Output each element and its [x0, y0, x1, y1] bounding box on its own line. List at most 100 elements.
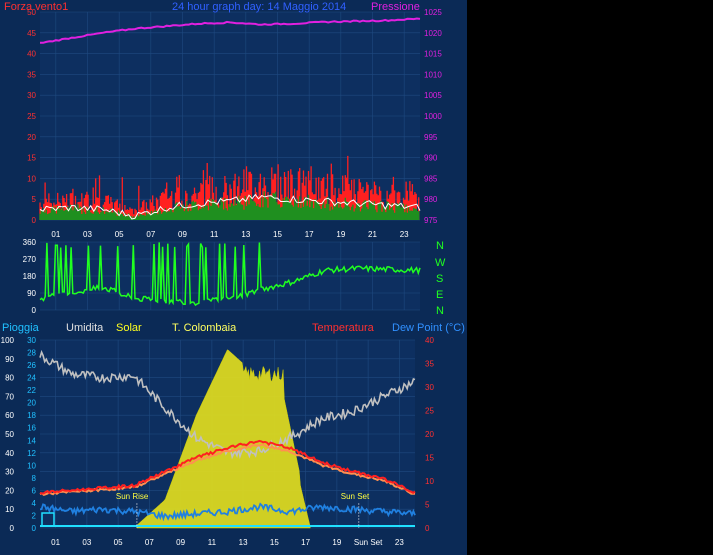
dewpoint-line [39, 502, 416, 522]
solar-shade [136, 349, 311, 528]
rain-tick: 6 [32, 486, 37, 495]
pioggia-tick: 90 [5, 355, 14, 364]
compass-n-bottom: N [436, 305, 444, 317]
temp-tick: 40 [425, 336, 434, 345]
pioggia-tick: 20 [5, 486, 14, 495]
label-temperatura: Temperatura [312, 322, 375, 334]
rain-tick: 0 [32, 524, 37, 533]
pioggia-tick: 70 [5, 392, 14, 401]
top-left-tick: 5 [32, 195, 37, 204]
top-x-tick: 05 [115, 230, 124, 239]
rain-tick: 30 [27, 336, 36, 345]
label-pioggia: Pioggia [2, 322, 40, 334]
direction-grid [40, 241, 420, 311]
top-right-tick: 1005 [424, 91, 442, 100]
temperature-line-2 [39, 443, 416, 497]
rain-tick: 2 [32, 511, 37, 520]
top-x-tick: 01 [51, 230, 60, 239]
top-x-tick: 03 [83, 230, 92, 239]
top-x-tick: 13 [241, 230, 250, 239]
chart-title: 24 hour graph day: 14 Maggio 2014 [172, 1, 346, 13]
compass-s: S [436, 273, 443, 285]
pioggia-tick: 0 [10, 524, 15, 533]
bottom-x-tick: 07 [145, 538, 154, 547]
direction-axes: 0 90 180 270 360 [23, 238, 37, 315]
bottom-axes: 0102030405060708090100024681012141618202… [1, 336, 435, 547]
pioggia-tick: 30 [5, 468, 14, 477]
bottom-x-tick: 23 [395, 538, 404, 547]
bottom-x-tick: 01 [51, 538, 60, 547]
top-x-tick: 11 [210, 230, 219, 239]
direction-tick: 0 [32, 306, 37, 315]
sunrise-label: Sun Rise [116, 492, 149, 501]
wind-speed-bars [39, 191, 420, 220]
top-left-tick: 45 [27, 29, 36, 38]
pioggia-tick: 40 [5, 449, 14, 458]
pioggia-tick: 10 [5, 505, 14, 514]
bottom-x-tick: 19 [332, 538, 341, 547]
rain-tick: 8 [32, 474, 37, 483]
bottom-x-tick: 13 [239, 538, 248, 547]
blank-area [467, 0, 713, 555]
temp-tick: 20 [425, 430, 434, 439]
temperature-line [39, 439, 416, 495]
temp-tick: 10 [425, 477, 434, 486]
compass-n-top: N [436, 240, 444, 252]
top-left-tick: 15 [27, 154, 36, 163]
direction-series [39, 241, 421, 307]
label-dewpoint: Dew Point (°C) [392, 322, 465, 334]
top-right-tick: 985 [424, 174, 438, 183]
solar-area [136, 349, 311, 529]
temp-tick: 5 [425, 501, 430, 510]
bottom-x-tick: 09 [176, 538, 185, 547]
top-x-tick: 19 [336, 230, 345, 239]
sunset-label: Sun Set [341, 492, 370, 501]
top-x-tick: 09 [178, 230, 187, 239]
top-axes: 0510152025303540455097598098599099510001… [27, 8, 442, 239]
rain-tick: 20 [27, 399, 36, 408]
rain-tick: 12 [27, 449, 36, 458]
bottom-x-tick: 05 [114, 538, 123, 547]
header-right: Pressione [371, 1, 420, 13]
label-solar: Solar [116, 322, 142, 334]
top-left-tick: 20 [27, 133, 36, 142]
top-right-tick: 980 [424, 195, 438, 204]
top-right-tick: 1010 [424, 70, 442, 79]
direction-tick: 360 [23, 238, 37, 247]
label-station: T. Colombaia [172, 322, 237, 334]
top-left-tick: 10 [27, 174, 36, 183]
direction-tick: 180 [23, 272, 37, 281]
temp-tick: 30 [425, 383, 434, 392]
temp-tick: 25 [425, 407, 434, 416]
bottom-series [39, 349, 416, 529]
pioggia-tick: 80 [5, 374, 14, 383]
temp-tick: 0 [425, 524, 430, 533]
label-umidita: Umidita [66, 322, 104, 334]
rain-tick: 26 [27, 361, 36, 370]
top-right-tick: 990 [424, 154, 438, 163]
bottom-x-tick: 15 [270, 538, 279, 547]
pioggia-tick: 60 [5, 411, 14, 420]
bottom-x-tick: Sun Set [354, 538, 383, 547]
temp-tick: 15 [425, 454, 434, 463]
top-x-tick: 21 [368, 230, 377, 239]
rain-tick: 4 [32, 499, 37, 508]
top-x-tick: 15 [273, 230, 282, 239]
pressure-line [40, 17, 421, 44]
top-right-tick: 975 [424, 216, 438, 225]
top-right-tick: 1020 [424, 29, 442, 38]
top-right-tick: 1000 [424, 112, 442, 121]
pioggia-tick: 100 [1, 336, 15, 345]
top-left-tick: 35 [27, 70, 36, 79]
top-series [39, 17, 421, 220]
compass-e: E [436, 289, 443, 301]
top-right-tick: 995 [424, 133, 438, 142]
direction-tick: 270 [23, 255, 37, 264]
rain-tick: 22 [27, 386, 36, 395]
direction-tick: 90 [27, 289, 36, 298]
rain-tick: 24 [27, 374, 36, 383]
top-right-tick: 1015 [424, 50, 442, 59]
top-left-tick: 0 [32, 216, 37, 225]
wind-average-line [39, 193, 421, 220]
pioggia-tick: 50 [5, 430, 14, 439]
